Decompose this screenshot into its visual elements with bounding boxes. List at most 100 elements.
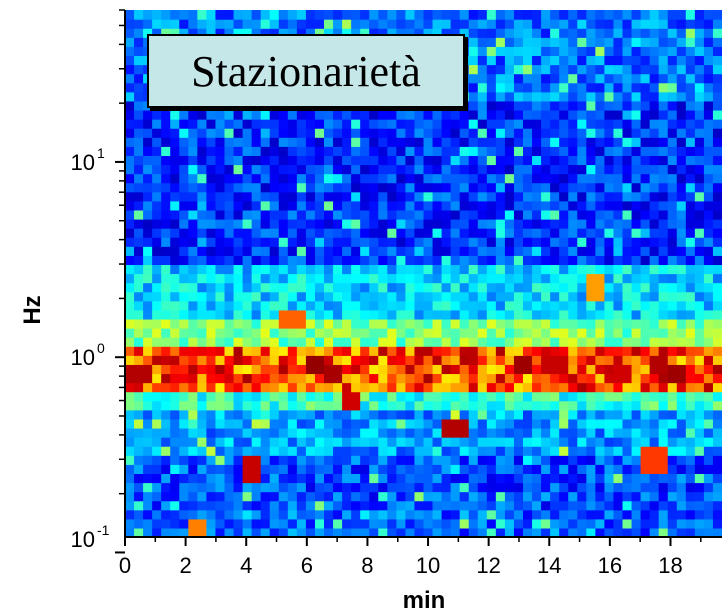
heatmap-cell: [333, 509, 343, 520]
heatmap-cell: [188, 273, 198, 284]
heatmap-cell: [495, 300, 506, 311]
heatmap-cell: [685, 482, 696, 493]
heatmap-cell: [613, 491, 624, 502]
heatmap-cell: [351, 309, 361, 320]
heatmap-cell: [640, 482, 651, 493]
heatmap-cell: [143, 391, 153, 402]
heatmap-cell: [342, 191, 352, 202]
heatmap-cell: [667, 109, 678, 120]
heatmap-cell: [369, 446, 379, 456]
heatmap-cell: [224, 509, 235, 520]
heatmap-cell: [414, 364, 425, 375]
heatmap-cell: [188, 437, 198, 447]
heatmap-cell: [287, 237, 298, 247]
heatmap-cell: [658, 128, 669, 138]
heatmap-cell: [468, 173, 479, 184]
heatmap-cell: [296, 518, 307, 529]
heatmap-cell: [251, 119, 262, 129]
heatmap-cell: [550, 19, 560, 29]
heatmap-cell: [233, 418, 244, 429]
heatmap-cell: [324, 318, 334, 329]
heatmap-cell: [504, 382, 515, 393]
heatmap-cell: [450, 482, 461, 493]
heatmap-cell: [495, 237, 506, 247]
heatmap-cell: [523, 473, 533, 484]
heatmap-cell: [676, 237, 687, 247]
heatmap-cell: [134, 482, 144, 493]
heatmap-cell: [495, 73, 506, 84]
heatmap-cell: [324, 19, 334, 29]
heatmap-cell: [360, 273, 370, 284]
heatmap-cell: [694, 119, 705, 129]
heatmap-cell: [504, 446, 515, 456]
heatmap-cell: [134, 209, 144, 220]
heatmap-cell: [486, 191, 497, 202]
heatmap-cell: [134, 191, 144, 202]
x-axis-title: min: [403, 587, 446, 611]
heatmap-cell: [559, 100, 569, 111]
heatmap-cell: [333, 264, 343, 275]
heatmap-cell: [667, 346, 678, 356]
heatmap-cell: [188, 200, 198, 211]
heatmap-cell: [134, 291, 144, 302]
heatmap-cell: [324, 164, 334, 175]
heatmap-cell: [631, 527, 642, 538]
heatmap-cell: [324, 109, 334, 120]
heatmap-cell: [577, 28, 587, 38]
heatmap-cell: [242, 446, 253, 456]
heatmap-cell: [532, 10, 542, 20]
heatmap-cell: [523, 527, 533, 538]
heatmap-cell: [233, 191, 244, 202]
heatmap-cell: [622, 291, 633, 302]
heatmap-cell: [233, 264, 244, 275]
heatmap-cell: [423, 364, 434, 375]
heatmap-cell: [369, 391, 379, 402]
heatmap-cell: [703, 246, 714, 256]
heatmap-cell: [215, 409, 226, 420]
heatmap-cell: [577, 473, 587, 484]
heatmap-cell: [504, 182, 515, 193]
heatmap-cell: [459, 473, 470, 484]
heatmap-cell: [224, 191, 235, 202]
heatmap-cell: [387, 355, 397, 365]
heatmap-cell: [450, 446, 461, 456]
heatmap-cell: [296, 109, 307, 120]
heatmap-cell: [676, 527, 687, 538]
heatmap-cell: [495, 46, 506, 57]
heatmap-cell: [676, 28, 687, 38]
heatmap-cell: [622, 255, 633, 266]
heatmap-cell: [143, 500, 153, 511]
heatmap-cell: [604, 527, 615, 538]
heatmap-cell: [495, 355, 506, 365]
heatmap-cell: [495, 400, 506, 411]
heatmap-cell: [631, 409, 642, 420]
heatmap-cell: [242, 464, 253, 474]
heatmap-cell: [577, 282, 587, 293]
heatmap-cell: [314, 264, 325, 275]
heatmap-cell: [541, 73, 551, 84]
heatmap-cell: [305, 28, 316, 38]
heatmap-cell: [712, 128, 722, 138]
heatmap-cell: [188, 318, 198, 329]
heatmap-cell: [667, 391, 678, 402]
heatmap-cell: [577, 109, 587, 120]
heatmap-cell: [550, 337, 560, 347]
heatmap-cell: [296, 200, 307, 211]
heatmap-cell: [287, 491, 298, 502]
heatmap-cell: [604, 382, 615, 393]
heatmap-cell: [396, 164, 407, 175]
heatmap-cell: [134, 309, 144, 320]
heatmap-cell: [486, 527, 497, 538]
heatmap-cell: [685, 100, 696, 111]
heatmap-cell: [658, 500, 669, 511]
heatmap-cell: [197, 500, 208, 511]
heatmap-cell: [278, 146, 289, 156]
heatmap-cell: [658, 200, 669, 211]
heatmap-cell: [631, 464, 642, 474]
heatmap-cell: [486, 300, 497, 311]
heatmap-cell: [405, 173, 416, 184]
heatmap-cell: [197, 146, 208, 156]
heatmap-cell: [523, 464, 533, 474]
heatmap-cell: [143, 418, 153, 429]
heatmap-cell: [287, 382, 298, 393]
